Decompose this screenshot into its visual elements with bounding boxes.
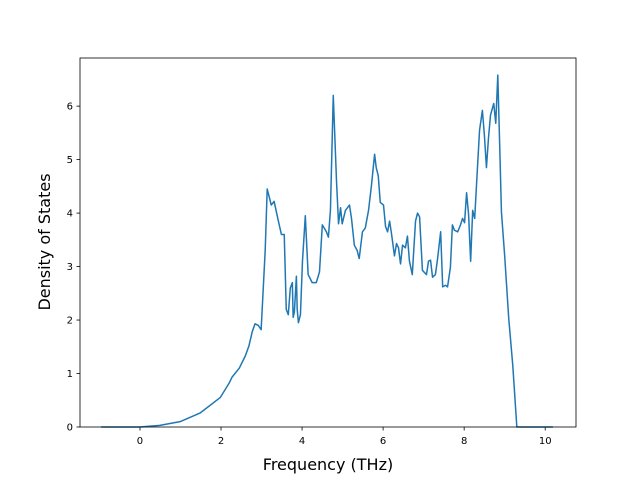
x-tick-label: 2 <box>218 436 224 447</box>
y-tick-label: 5 <box>67 155 73 166</box>
x-tick-label: 10 <box>539 436 552 447</box>
y-tick-label: 2 <box>67 316 73 327</box>
y-tick-label: 4 <box>67 209 73 220</box>
x-tick-label: 4 <box>299 436 305 447</box>
y-tick-label: 0 <box>67 423 73 434</box>
x-tick-label: 8 <box>461 436 467 447</box>
y-tick-label: 3 <box>67 262 73 273</box>
x-tick-label: 6 <box>380 436 386 447</box>
y-tick-label: 1 <box>67 369 73 380</box>
plot-frame <box>79 57 577 428</box>
y-axis-label: Density of States <box>35 173 54 310</box>
y-tick-label: 6 <box>67 102 73 113</box>
line <box>101 74 553 428</box>
x-axis-label: Frequency (THz) <box>263 455 393 474</box>
x-tick-label: 0 <box>137 436 143 447</box>
